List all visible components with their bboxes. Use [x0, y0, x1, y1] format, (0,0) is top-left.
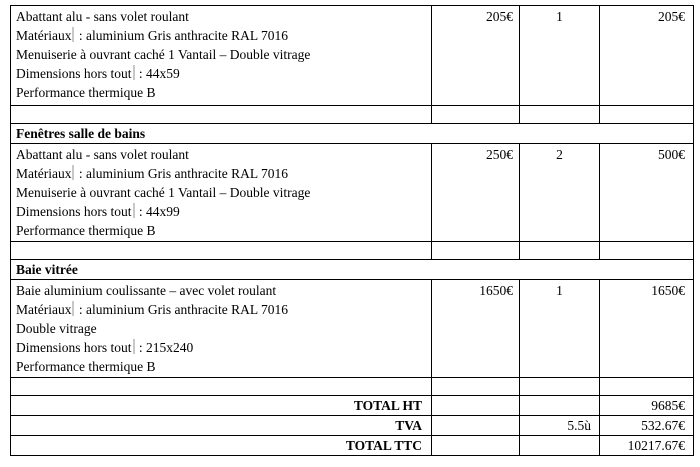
item-2-material-label: Matériaux [16, 166, 72, 181]
item-2-dimensions-value: : 44x99 [135, 204, 180, 219]
item-3-title: Baie aluminium coulissante – avec volet … [16, 283, 277, 298]
item-1-qty: 1 [556, 9, 563, 24]
section-title-bay-window: Baie vitrée [16, 262, 78, 277]
text-marker [72, 301, 75, 316]
total-ttc-value: 10217.67€ [627, 438, 685, 453]
text-marker [72, 165, 75, 180]
section-title-bathroom: Fenêtres salle de bains [16, 126, 146, 141]
item-1-material-label: Matériaux [16, 28, 72, 43]
item-3-qty: 1 [556, 283, 563, 298]
tva-rate: 5.5ù [567, 418, 591, 433]
item-2-joinery: Menuiserie à ouvrant caché 1 Vantail – D… [16, 185, 311, 200]
tva-label: TVA [395, 418, 422, 433]
item-3-total: 1650€ [651, 283, 685, 298]
item-2-thermal: Performance thermique B [16, 223, 156, 238]
item-1-description: Abattant alu - sans volet roulant Matéri… [16, 7, 310, 102]
total-ht-label: TOTAL HT [353, 398, 422, 413]
item-1-price: 205€ [486, 9, 513, 24]
item-2-price: 250€ [486, 147, 513, 162]
item-2-material-value: : aluminium Gris anthracite RAL 7016 [75, 166, 288, 181]
item-1-dimensions-value: : 44x59 [135, 66, 180, 81]
text-marker [132, 203, 135, 218]
text-marker [132, 339, 135, 354]
item-3-dimensions-label: Dimensions hors tout [16, 340, 132, 355]
item-3-material-value: : aluminium Gris anthracite RAL 7016 [75, 302, 288, 317]
item-2-title: Abattant alu - sans volet roulant [16, 147, 189, 162]
total-ttc-label: TOTAL TTC [345, 438, 422, 453]
item-3-description: Baie aluminium coulissante – avec volet … [16, 281, 288, 376]
item-3-thermal: Performance thermique B [16, 359, 156, 374]
text-marker [132, 65, 135, 80]
item-2-dimensions-label: Dimensions hors tout [16, 204, 132, 219]
text-marker [72, 27, 75, 42]
item-2-description: Abattant alu - sans volet roulant Matéri… [16, 145, 310, 240]
tva-value: 532.67€ [641, 418, 685, 433]
item-3-glazing: Double vitrage [16, 321, 97, 336]
item-1-title: Abattant alu - sans volet roulant [16, 9, 189, 24]
item-1-material-value: : aluminium Gris anthracite RAL 7016 [75, 28, 288, 43]
item-1-thermal: Performance thermique B [16, 85, 156, 100]
item-2-total: 500€ [658, 147, 685, 162]
item-2-qty: 2 [556, 147, 563, 162]
item-3-material-label: Matériaux [16, 302, 72, 317]
invoice-table: Abattant alu - sans volet roulant Matéri… [10, 5, 694, 456]
item-3-price: 1650€ [479, 283, 513, 298]
item-1-joinery: Menuiserie à ouvrant caché 1 Vantail – D… [16, 47, 311, 62]
item-1-dimensions-label: Dimensions hors tout [16, 66, 132, 81]
item-3-dimensions-value: : 215x240 [135, 340, 194, 355]
item-1-total: 205€ [658, 9, 685, 24]
total-ht-value: 9685€ [651, 398, 685, 413]
